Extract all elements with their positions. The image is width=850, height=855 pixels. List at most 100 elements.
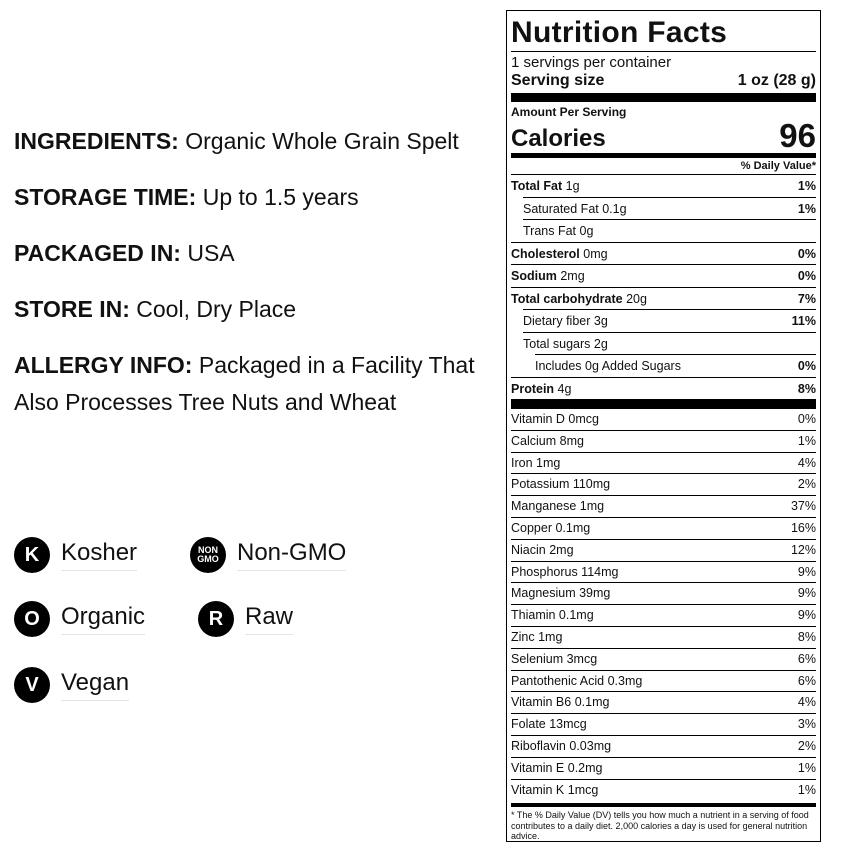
vitamin-row: Magnesium 39mg 9% bbox=[511, 582, 816, 604]
info-text: Up to 1.5 years bbox=[202, 184, 359, 210]
badge-icon-text: V bbox=[25, 674, 39, 696]
nutrient-row: Sodium 2mg 0% bbox=[511, 264, 816, 287]
vitamin-dv: 3% bbox=[797, 717, 816, 732]
vitamin-name: Manganese 1mg bbox=[511, 499, 605, 514]
badge: R Raw bbox=[198, 599, 294, 639]
nutrient: Total Fat 1g bbox=[511, 175, 580, 197]
vitamin-dv: 6% bbox=[797, 673, 816, 688]
badge-icon: O bbox=[14, 601, 50, 637]
badge-icon: K bbox=[14, 537, 50, 573]
nutrient: Cholesterol 0mg bbox=[511, 243, 608, 265]
nutrient-row: Total sugars 2g bbox=[523, 331, 816, 355]
nutrient: Dietary fiber 3g bbox=[523, 310, 608, 332]
info-item: STORE IN: Cool, Dry Place bbox=[14, 291, 489, 328]
nutrient-dv: 0% bbox=[797, 269, 816, 283]
info-list: INGREDIENTS: Organic Whole Grain Spelt ST… bbox=[14, 123, 489, 440]
vitamin-name: Selenium 3mcg bbox=[511, 651, 598, 666]
vitamin-name: Vitamin E 0.2mg bbox=[511, 760, 603, 775]
serving-size-label: Serving size bbox=[511, 72, 605, 89]
info-text: USA bbox=[187, 240, 235, 266]
badge: K Kosher bbox=[14, 535, 138, 575]
nutrient-row: Dietary fiber 3g 11% bbox=[523, 309, 816, 332]
vitamin-dv: 6% bbox=[797, 651, 816, 666]
vitamin-name: Folate 13mcg bbox=[511, 717, 587, 732]
vitamin-name: Magnesium 39mg bbox=[511, 586, 611, 601]
divider bbox=[511, 153, 816, 158]
nutrient: Includes 0g Added Sugars bbox=[535, 355, 681, 377]
badge: NON GMO Non-GMO bbox=[190, 535, 347, 575]
nutrient: Protein 4g bbox=[511, 378, 571, 400]
nutrient-name: Sodium bbox=[511, 269, 557, 283]
vitamin-dv: 9% bbox=[797, 608, 816, 623]
vitamin-dv: 1% bbox=[797, 782, 816, 797]
nutrient-name: Trans Fat bbox=[523, 224, 577, 238]
nutrient-rows: Total Fat 1g 1% Saturated Fat 0.1g 1% Trans … bbox=[511, 174, 816, 399]
nutrient-dv: 0% bbox=[797, 246, 816, 261]
amount-per-serving: Amount Per Serving bbox=[511, 105, 627, 119]
nutrient: Saturated Fat 0.1g bbox=[523, 198, 627, 220]
servings: 1 servings per container bbox=[511, 54, 672, 71]
vitamin-row: Calcium 8mg 1% bbox=[511, 429, 816, 452]
info-text: Organic Whole Grain Spelt bbox=[185, 128, 459, 154]
nutrient-name: Total sugars bbox=[523, 336, 591, 351]
vitamin-dv: 1% bbox=[797, 760, 816, 775]
badge-label: Raw bbox=[245, 603, 294, 635]
nutrient-dv: 0% bbox=[797, 359, 816, 373]
vitamin-name: Potassium 110mg bbox=[511, 477, 611, 492]
vitamin-dv: 2% bbox=[797, 738, 816, 753]
nutrient-row: Cholesterol 0mg 0% bbox=[511, 241, 816, 265]
nutrient: Trans Fat 0g bbox=[523, 220, 593, 242]
nutrient-amount: 0mg bbox=[583, 246, 608, 261]
serving-size-row: Serving size 1 oz (28 g) bbox=[511, 71, 816, 91]
divider bbox=[511, 93, 816, 102]
vitamin-row: Niacin 2mg 12% bbox=[511, 538, 816, 561]
info-text: Cool, Dry Place bbox=[136, 296, 297, 322]
nutrient-dv: 7% bbox=[797, 291, 816, 306]
nutrient: Total carbohydrate 20g bbox=[511, 288, 647, 310]
nutrient-name: Protein bbox=[511, 381, 555, 396]
vitamin-row: Selenium 3mcg 6% bbox=[511, 647, 816, 670]
vitamin-row: Manganese 1mg 37% bbox=[511, 495, 816, 517]
badge-icon-text: NON bbox=[198, 545, 218, 555]
info-label: INGREDIENTS: bbox=[14, 128, 179, 154]
divider bbox=[511, 399, 816, 408]
vitamin-dv: 4% bbox=[797, 695, 816, 710]
nutrient-name: Saturated Fat bbox=[523, 201, 599, 216]
nutrient-dv: 1% bbox=[797, 179, 816, 193]
nutrient-name: Total Fat bbox=[511, 179, 563, 193]
vitamin-row: Riboflavin 0.03mg 2% bbox=[511, 734, 816, 757]
info-label: PACKAGED IN: bbox=[14, 240, 181, 266]
info-label: ALLERGY INFO: bbox=[14, 352, 193, 378]
nutrient-amount: 2g bbox=[593, 336, 608, 351]
info-item: INGREDIENTS: Organic Whole Grain Spelt bbox=[14, 123, 489, 160]
nutrient-amount: 20g bbox=[626, 291, 647, 306]
vitamin-row: Iron 1mg 4% bbox=[511, 451, 816, 474]
vitamin-row: Phosphorus 114mg 9% bbox=[511, 560, 816, 583]
calories-label: Calories bbox=[511, 125, 606, 152]
nutrient-amount: 3g bbox=[593, 314, 608, 328]
badge-icon: R bbox=[198, 601, 234, 637]
badge-label: Non-GMO bbox=[237, 539, 347, 571]
badge-icon-text: R bbox=[208, 608, 224, 630]
vitamin-name: Niacin 2mg bbox=[511, 542, 574, 557]
vitamin-row: Zinc 1mg 8% bbox=[511, 625, 816, 648]
vitamin-dv: 1% bbox=[797, 433, 816, 448]
nutrient-row: Total Fat 1g 1% bbox=[511, 174, 816, 197]
badge: O Organic bbox=[14, 599, 146, 639]
nutrient-amount: 1g bbox=[565, 179, 580, 193]
nutrition-title: Nutrition Facts bbox=[511, 15, 816, 52]
nutrient-row: Protein 4g 8% bbox=[511, 376, 816, 400]
nutrient-dv: 1% bbox=[797, 201, 816, 216]
vitamin-name: Zinc 1mg bbox=[511, 629, 563, 644]
nutrient: Total sugars 2g bbox=[523, 333, 608, 355]
vitamin-rows: Vitamin D 0mcg 0% Calcium 8mg 1% Iron 1mg 4% P… bbox=[511, 408, 816, 800]
calories-row: Calories 96 bbox=[511, 119, 816, 153]
vitamin-row: Pantothenic Acid 0.3mg 6% bbox=[511, 669, 816, 692]
nutrition-label: Nutrition Facts 1 servings per container… bbox=[506, 10, 821, 842]
vitamin-name: Vitamin D 0mcg bbox=[511, 412, 599, 426]
info-item: ALLERGY INFO: Packaged in a Facility Tha… bbox=[14, 347, 489, 421]
info-item: STORAGE TIME: Up to 1.5 years bbox=[14, 179, 489, 216]
nutrient-row: Includes 0g Added Sugars 0% bbox=[535, 354, 816, 377]
serving-size: 1 oz (28 g) bbox=[737, 72, 816, 89]
